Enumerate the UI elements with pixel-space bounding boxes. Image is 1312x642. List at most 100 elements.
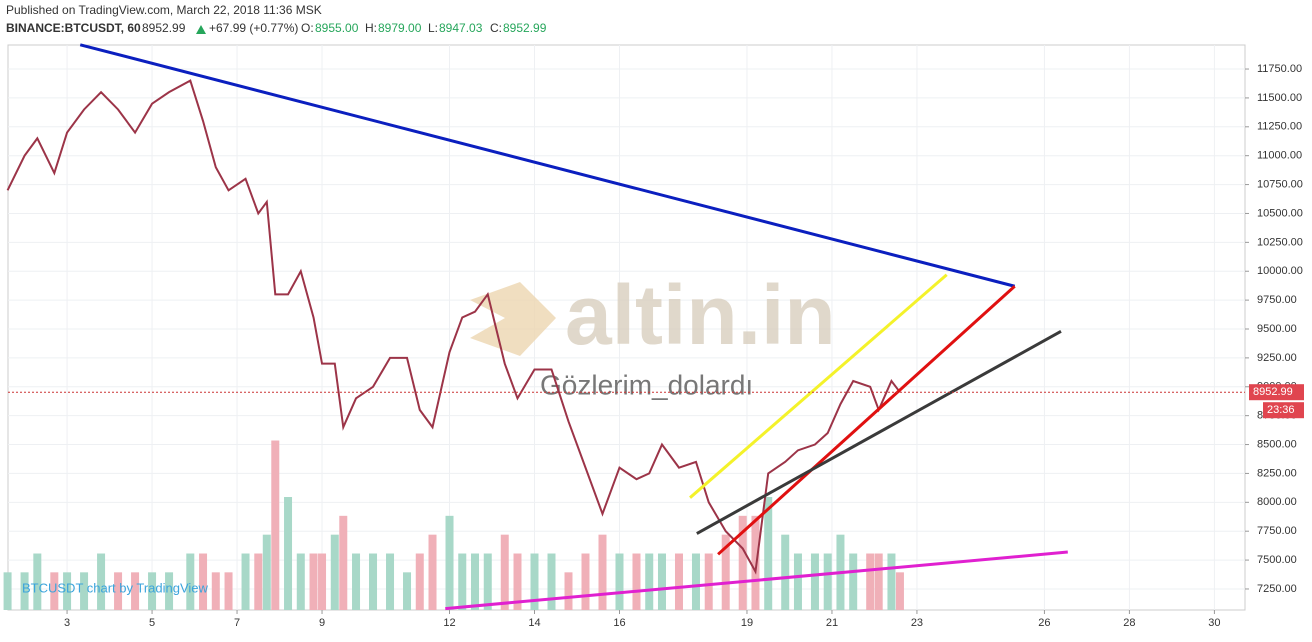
volume-bar bbox=[114, 572, 123, 610]
x-tick-label: 12 bbox=[443, 617, 455, 629]
y-tick-label: 8000.00 bbox=[1257, 496, 1297, 508]
volume-bar bbox=[97, 553, 106, 610]
volume-bar bbox=[186, 553, 195, 610]
x-tick-label: 16 bbox=[613, 617, 625, 629]
volume-bar bbox=[80, 572, 89, 610]
volume-bar bbox=[428, 534, 437, 610]
trendline bbox=[445, 550, 1068, 611]
volume-bar bbox=[721, 534, 730, 610]
volume-bar bbox=[598, 534, 607, 610]
volume-bar bbox=[483, 553, 492, 610]
low: 8947.03 bbox=[439, 21, 483, 35]
volume-bar bbox=[564, 572, 573, 610]
x-tick-label: 30 bbox=[1208, 617, 1220, 629]
watermark-sub: Gözlerim_dolardı bbox=[540, 369, 753, 400]
volume-bar bbox=[352, 553, 361, 610]
x-tick-label: 28 bbox=[1123, 617, 1135, 629]
volume-bar bbox=[645, 553, 654, 610]
volume-bar bbox=[165, 572, 174, 610]
x-tick-label: 26 bbox=[1038, 617, 1050, 629]
volume-bar bbox=[3, 572, 12, 610]
y-tick-label: 10250.00 bbox=[1257, 236, 1303, 248]
volume-bar bbox=[471, 553, 480, 610]
y-tick-label: 10750.00 bbox=[1257, 178, 1303, 190]
volume-bar bbox=[823, 553, 832, 610]
volume-bar bbox=[887, 553, 896, 610]
plot-frame bbox=[7, 44, 1246, 611]
y-tick-label: 11500.00 bbox=[1257, 92, 1302, 104]
volume-bar bbox=[445, 515, 454, 610]
price-tag-label: 8952.99 bbox=[1253, 386, 1293, 398]
y-tick-label: 7250.00 bbox=[1257, 583, 1297, 595]
volume-bar bbox=[211, 572, 220, 610]
volume-bar bbox=[296, 553, 305, 610]
volume-bar bbox=[738, 515, 747, 610]
x-tick-label: 7 bbox=[234, 617, 240, 629]
volume-bar bbox=[309, 553, 318, 610]
x-tick-label: 23 bbox=[911, 617, 923, 629]
volume-bar bbox=[751, 515, 760, 610]
open: 8955.00 bbox=[315, 21, 359, 35]
watermark: altin.in bbox=[565, 268, 836, 362]
volume-bar bbox=[262, 534, 271, 610]
volume-bar bbox=[318, 553, 327, 610]
volume-bar bbox=[199, 553, 208, 610]
volume-bar bbox=[704, 553, 713, 610]
o-label: O: bbox=[301, 21, 314, 35]
volume-bar bbox=[284, 497, 293, 610]
volume-bar bbox=[330, 534, 339, 610]
volume-bar bbox=[849, 553, 858, 610]
volume-bar bbox=[674, 553, 683, 610]
trendline bbox=[717, 285, 1016, 556]
volume-bar bbox=[632, 553, 641, 610]
x-tick-label: 5 bbox=[149, 617, 155, 629]
volume-bar bbox=[513, 553, 522, 610]
volume-bar bbox=[50, 572, 59, 610]
volume-bar bbox=[781, 534, 790, 610]
volume-bar bbox=[241, 553, 250, 610]
volume-bar bbox=[764, 497, 773, 610]
countdown-tag bbox=[1263, 402, 1304, 419]
h-label: H: bbox=[365, 21, 377, 35]
trendline bbox=[689, 273, 948, 499]
l-label: L: bbox=[428, 21, 438, 35]
volume-bar bbox=[691, 553, 700, 610]
c-label: C: bbox=[490, 21, 502, 35]
volume-bar bbox=[547, 553, 556, 610]
published: Published on TradingView.com, March 22, … bbox=[6, 3, 322, 17]
volume-bar bbox=[403, 572, 412, 610]
y-tick-label: 7750.00 bbox=[1257, 525, 1297, 537]
volume-bar bbox=[615, 553, 624, 610]
watermark-logo bbox=[470, 282, 556, 356]
volume-bar bbox=[254, 553, 263, 610]
y-tick-label: 7500.00 bbox=[1257, 554, 1297, 566]
x-tick-label: 3 bbox=[64, 617, 70, 629]
volume-bar bbox=[458, 553, 467, 610]
close: 8952.99 bbox=[503, 21, 547, 35]
y-tick-label: 10500.00 bbox=[1257, 207, 1303, 219]
price: 8952.99 bbox=[142, 21, 186, 35]
y-tick-label: 11250.00 bbox=[1257, 121, 1302, 133]
volume-bar bbox=[866, 553, 875, 610]
y-tick-label: 10000.00 bbox=[1257, 265, 1303, 277]
volume-bar bbox=[895, 572, 904, 610]
volume-bar bbox=[20, 572, 29, 610]
countdown-label: 23:36 bbox=[1267, 404, 1295, 416]
symbol: BINANCE:BTCUSDT, 60 bbox=[6, 21, 141, 35]
y-tick-label: 9250.00 bbox=[1257, 352, 1297, 364]
volume-bar bbox=[369, 553, 378, 610]
volume-bar bbox=[500, 534, 509, 610]
change: +67.99 (+0.77%) bbox=[209, 21, 298, 35]
y-tick-label: 11000.00 bbox=[1257, 150, 1302, 162]
volume-bar bbox=[63, 572, 72, 610]
y-tick-label: 8250.00 bbox=[1257, 467, 1297, 479]
price-line bbox=[6, 79, 901, 575]
volume-bar bbox=[271, 440, 280, 610]
volume-bar bbox=[530, 553, 539, 610]
volume-bar bbox=[339, 515, 348, 610]
x-tick-label: 9 bbox=[319, 617, 325, 629]
high: 8979.00 bbox=[378, 21, 422, 35]
volume-bar bbox=[224, 572, 233, 610]
volume-bar bbox=[874, 553, 883, 610]
